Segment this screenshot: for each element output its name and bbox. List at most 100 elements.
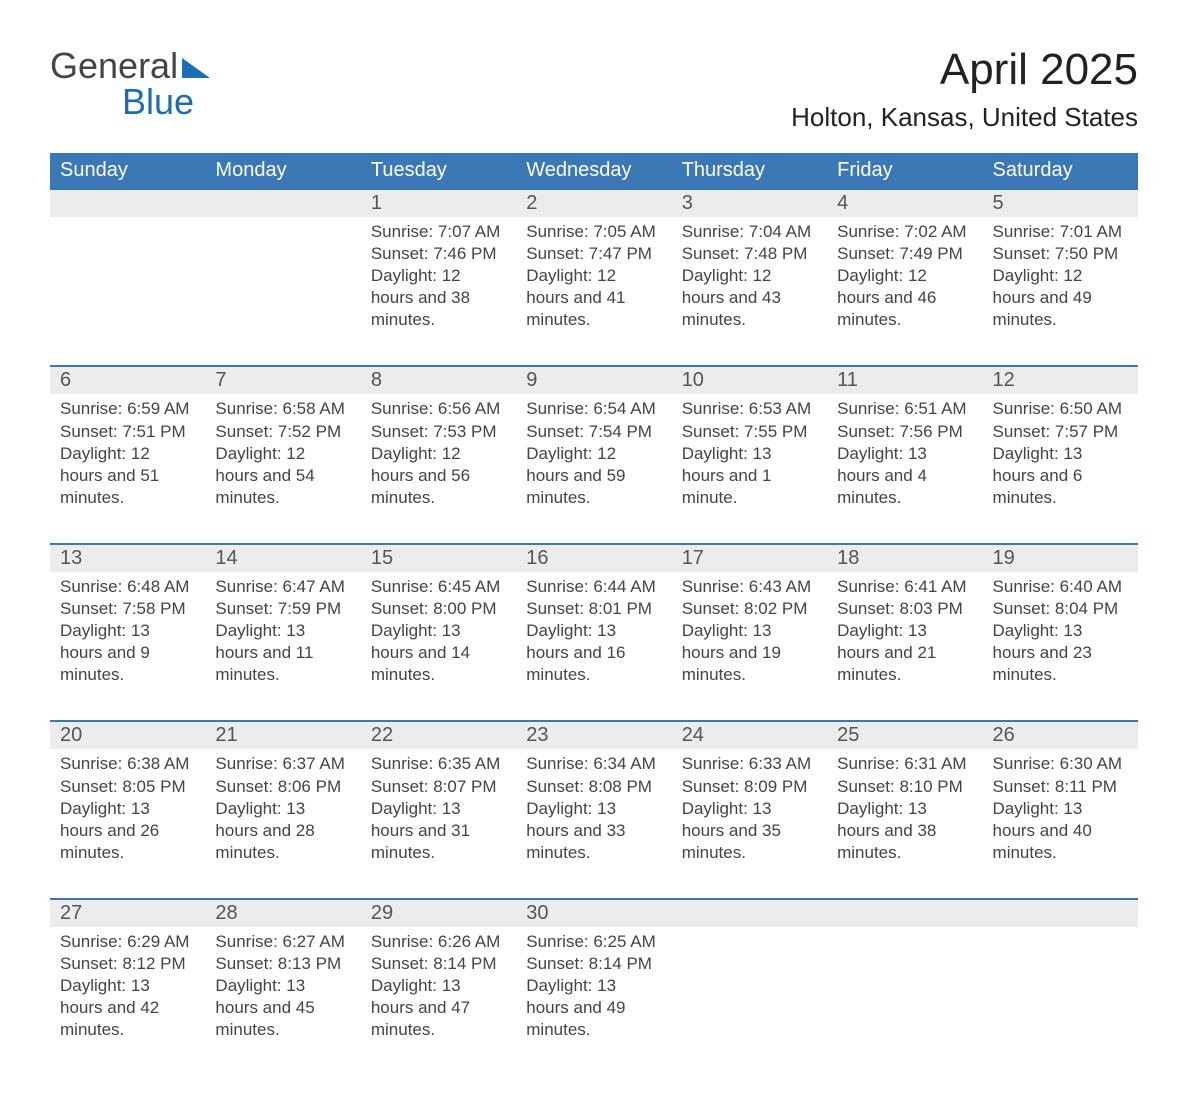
day-number: 15 — [361, 544, 516, 572]
day-details: Sunrise: 6:58 AMSunset: 7:52 PMDaylight:… — [205, 394, 360, 543]
sunrise-line: Sunrise: 6:50 AM — [993, 399, 1122, 418]
day-number: 12 — [983, 366, 1138, 394]
day-details: Sunrise: 6:29 AMSunset: 8:12 PMDaylight:… — [50, 927, 205, 1075]
sunrise-line: Sunrise: 6:54 AM — [526, 399, 655, 418]
brand-logo: General Blue — [50, 48, 210, 120]
sunrise-line: Sunrise: 6:35 AM — [371, 754, 500, 773]
sunrise-line: Sunrise: 6:25 AM — [526, 932, 655, 951]
sunset-line: Sunset: 8:12 PM — [60, 954, 186, 973]
daylight-line: Daylight: 13 hours and 49 minutes. — [526, 976, 625, 1039]
day-number: 2 — [516, 189, 671, 217]
day-number: 23 — [516, 721, 671, 749]
day-details: Sunrise: 6:56 AMSunset: 7:53 PMDaylight:… — [361, 394, 516, 543]
location-subtitle: Holton, Kansas, United States — [791, 102, 1138, 133]
daylight-line: Daylight: 13 hours and 4 minutes. — [837, 444, 927, 507]
sunset-line: Sunset: 7:49 PM — [837, 244, 963, 263]
daylight-line: Daylight: 13 hours and 33 minutes. — [526, 799, 625, 862]
daylight-line: Daylight: 13 hours and 45 minutes. — [215, 976, 314, 1039]
sunrise-line: Sunrise: 6:30 AM — [993, 754, 1122, 773]
daylight-line: Daylight: 13 hours and 23 minutes. — [993, 621, 1092, 684]
empty-day-number — [50, 189, 205, 217]
sunrise-line: Sunrise: 6:40 AM — [993, 577, 1122, 596]
daylight-line: Daylight: 12 hours and 54 minutes. — [215, 444, 314, 507]
empty-day-number — [827, 899, 982, 927]
brand-name-1: General — [50, 45, 178, 86]
day-details: Sunrise: 6:48 AMSunset: 7:58 PMDaylight:… — [50, 572, 205, 721]
sunset-line: Sunset: 8:08 PM — [526, 777, 652, 796]
daylight-line: Daylight: 13 hours and 42 minutes. — [60, 976, 159, 1039]
sunset-line: Sunset: 7:58 PM — [60, 599, 186, 618]
daylight-line: Daylight: 12 hours and 46 minutes. — [837, 266, 936, 329]
sunrise-line: Sunrise: 6:51 AM — [837, 399, 966, 418]
day-details: Sunrise: 7:01 AM Sunset: 7:50 PM Daylight:… — [983, 217, 1138, 366]
weekday-header: Monday — [205, 153, 360, 189]
sunrise-line: Sunrise: 6:38 AM — [60, 754, 189, 773]
day-details: Sunrise: 6:44 AMSunset: 8:01 PMDaylight:… — [516, 572, 671, 721]
sunrise-line: Sunrise: 7:05 AM — [526, 222, 655, 241]
day-number: 24 — [672, 721, 827, 749]
sunset-line: Sunset: 8:03 PM — [837, 599, 963, 618]
day-number: 14 — [205, 544, 360, 572]
day-details: Sunrise: 6:37 AMSunset: 8:06 PMDaylight:… — [205, 749, 360, 898]
sunset-line: Sunset: 8:14 PM — [371, 954, 497, 973]
sunrise-line: Sunrise: 7:01 AM — [993, 222, 1122, 241]
empty-day-number — [672, 899, 827, 927]
daylight-line: Daylight: 12 hours and 56 minutes. — [371, 444, 470, 507]
empty-day-details — [50, 217, 205, 366]
day-details: Sunrise: 6:33 AMSunset: 8:09 PMDaylight:… — [672, 749, 827, 898]
sunset-line: Sunset: 7:59 PM — [215, 599, 341, 618]
day-number: 7 — [205, 366, 360, 394]
sunrise-line: Sunrise: 6:59 AM — [60, 399, 189, 418]
daylight-line: Daylight: 12 hours and 38 minutes. — [371, 266, 470, 329]
sunrise-line: Sunrise: 6:41 AM — [837, 577, 966, 596]
sunrise-line: Sunrise: 6:34 AM — [526, 754, 655, 773]
day-details: Sunrise: 6:25 AMSunset: 8:14 PMDaylight:… — [516, 927, 671, 1075]
day-details: Sunrise: 6:26 AMSunset: 8:14 PMDaylight:… — [361, 927, 516, 1075]
daylight-line: Daylight: 13 hours and 19 minutes. — [682, 621, 781, 684]
day-details: Sunrise: 6:45 AMSunset: 8:00 PMDaylight:… — [361, 572, 516, 721]
sunset-line: Sunset: 8:02 PM — [682, 599, 808, 618]
day-number: 19 — [983, 544, 1138, 572]
daylight-line: Daylight: 12 hours and 43 minutes. — [682, 266, 781, 329]
daylight-line: Daylight: 12 hours and 59 minutes. — [526, 444, 625, 507]
sunrise-line: Sunrise: 6:26 AM — [371, 932, 500, 951]
sunrise-line: Sunrise: 6:31 AM — [837, 754, 966, 773]
daylight-line: Daylight: 13 hours and 31 minutes. — [371, 799, 470, 862]
day-number: 6 — [50, 366, 205, 394]
sunset-line: Sunset: 7:51 PM — [60, 422, 186, 441]
sunset-line: Sunset: 8:06 PM — [215, 777, 341, 796]
day-details: Sunrise: 6:30 AMSunset: 8:11 PMDaylight:… — [983, 749, 1138, 898]
sunset-line: Sunset: 7:55 PM — [682, 422, 808, 441]
daylight-line: Daylight: 13 hours and 26 minutes. — [60, 799, 159, 862]
sunset-line: Sunset: 7:47 PM — [526, 244, 652, 263]
day-number: 1 — [361, 189, 516, 217]
sunset-line: Sunset: 7:48 PM — [682, 244, 808, 263]
daylight-line: Daylight: 13 hours and 14 minutes. — [371, 621, 470, 684]
empty-day-details — [983, 927, 1138, 1075]
daylight-line: Daylight: 12 hours and 49 minutes. — [993, 266, 1092, 329]
sunset-line: Sunset: 7:52 PM — [215, 422, 341, 441]
calendar-table: SundayMondayTuesdayWednesdayThursdayFrid… — [50, 153, 1138, 1075]
sunrise-line: Sunrise: 6:37 AM — [215, 754, 344, 773]
sunset-line: Sunset: 7:50 PM — [993, 244, 1119, 263]
day-details: Sunrise: 6:34 AM Sunset: 8:08 PM Daylight:… — [516, 749, 671, 898]
day-number: 28 — [205, 899, 360, 927]
day-number: 18 — [827, 544, 982, 572]
daylight-line: Daylight: 13 hours and 6 minutes. — [993, 444, 1083, 507]
day-details: Sunrise: 6:31 AMSunset: 8:10 PMDaylight:… — [827, 749, 982, 898]
calendar-header: SundayMondayTuesdayWednesdayThursdayFrid… — [50, 153, 1138, 189]
sunset-line: Sunset: 7:56 PM — [837, 422, 963, 441]
title-block: April 2025 Holton, Kansas, United States — [791, 48, 1138, 145]
sunrise-line: Sunrise: 6:48 AM — [60, 577, 189, 596]
day-details: Sunrise: 6:59 AMSunset: 7:51 PMDaylight:… — [50, 394, 205, 543]
day-number: 3 — [672, 189, 827, 217]
sunrise-line: Sunrise: 7:04 AM — [682, 222, 811, 241]
sunset-line: Sunset: 8:01 PM — [526, 599, 652, 618]
day-number: 25 — [827, 721, 982, 749]
day-number: 16 — [516, 544, 671, 572]
weekday-header: Wednesday — [516, 153, 671, 189]
day-number: 8 — [361, 366, 516, 394]
day-details: Sunrise: 6:54 AMSunset: 7:54 PMDaylight:… — [516, 394, 671, 543]
weekday-header: Sunday — [50, 153, 205, 189]
empty-day-details — [205, 217, 360, 366]
